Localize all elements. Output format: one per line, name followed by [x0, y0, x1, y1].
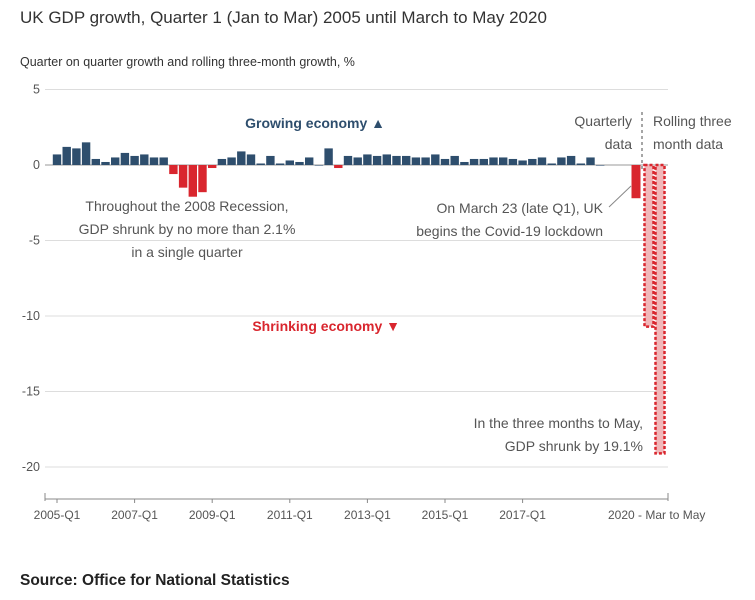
bar-quarterly [62, 146, 71, 165]
bar-quarterly [217, 158, 227, 165]
bar-quarterly [314, 165, 324, 166]
annotation-quarterly: Quarterly [574, 113, 632, 129]
bar-quarterly [382, 154, 391, 165]
x-tick-label: 2005-Q1 [34, 508, 81, 522]
x-tick-label: 2007-Q1 [111, 508, 158, 522]
bar-quarterly [372, 155, 382, 165]
bar-quarterly [178, 165, 188, 188]
bar-quarterly [469, 158, 479, 165]
bar-quarterly [537, 157, 547, 165]
bar-quarterly [596, 165, 605, 166]
x-tick-label: 2009-Q1 [189, 508, 236, 522]
bar-quarterly [334, 165, 343, 169]
bar-quarterly [392, 155, 401, 165]
annotation-growing: Growing economy ▲ [245, 115, 385, 131]
bar-quarterly [631, 165, 641, 199]
annotation-lockdown: On March 23 (late Q1), UK [436, 200, 603, 216]
bar-quarterly [518, 160, 527, 165]
bar-quarterly [101, 161, 110, 165]
bar-quarterly [52, 154, 62, 165]
bar-quarterly [237, 151, 246, 165]
bar-quarterly [285, 160, 294, 165]
annotation-rolling: month data [653, 136, 723, 152]
y-tick-label: -15 [22, 385, 40, 399]
bar-quarterly [566, 155, 576, 165]
annotation-shrinking: Shrinking economy ▼ [252, 318, 400, 334]
bar-quarterly [246, 154, 256, 165]
bar-quarterly [111, 157, 120, 165]
bar-quarterly [528, 158, 537, 165]
bar-quarterly [91, 158, 100, 165]
bar-quarterly [120, 152, 130, 165]
bar-quarterly [402, 155, 411, 165]
annotation-recession: Throughout the 2008 Recession, [85, 198, 288, 214]
chart-subtitle: Quarter on quarter growth and rolling th… [20, 55, 355, 69]
bar-quarterly [198, 165, 207, 193]
bar-quarterly [479, 158, 488, 165]
bar-quarterly [72, 148, 81, 165]
bar-quarterly [353, 157, 362, 165]
bar-quarterly [227, 157, 236, 165]
bar-quarterly [460, 161, 469, 165]
y-tick-label: 5 [33, 83, 40, 97]
bar-rolling [654, 163, 666, 455]
annotation-recession: in a single quarter [131, 244, 243, 260]
annotation-rolling: Rolling three [653, 113, 732, 129]
bar-quarterly [343, 155, 353, 165]
bar-quarterly [557, 157, 566, 165]
bar-quarterly [450, 155, 459, 165]
bar-quarterly [576, 163, 585, 165]
annotation-lockdown-pointer [608, 185, 632, 208]
annotation-lockdown: begins the Covid-19 lockdown [416, 223, 603, 239]
annotation-may: GDP shrunk by 19.1% [505, 438, 643, 454]
chart-title: UK GDP growth, Quarter 1 (Jan to Mar) 20… [20, 8, 547, 27]
x-tick-label: 2020 - Mar to May [608, 508, 705, 522]
annotation-may: In the three months to May, [474, 415, 643, 431]
bar-quarterly [159, 157, 168, 165]
bar-quarterly [305, 157, 314, 165]
bar-quarterly [169, 165, 178, 175]
bar-quarterly [440, 158, 450, 165]
bar-quarterly [275, 163, 285, 165]
y-tick-label: -5 [29, 234, 40, 248]
y-tick-label: -10 [22, 309, 40, 323]
bar-quarterly [431, 154, 440, 165]
bar-quarterly [130, 155, 139, 165]
bar-quarterly [508, 158, 518, 165]
source-note: Source: Office for National Statistics [20, 572, 290, 589]
annotation-quarterly: data [605, 136, 632, 152]
bar-quarterly [81, 142, 91, 165]
x-tick-label: 2013-Q1 [344, 508, 391, 522]
x-tick-label: 2015-Q1 [422, 508, 469, 522]
bar-quarterly [266, 155, 275, 165]
bar-quarterly [363, 154, 372, 165]
y-tick-label: -20 [22, 460, 40, 474]
bar-quarterly [547, 163, 556, 165]
annotation-recession: GDP shrunk by no more than 2.1% [79, 221, 296, 237]
bar-quarterly [295, 161, 304, 165]
bar-quarterly [208, 165, 217, 169]
bar-quarterly [140, 154, 149, 165]
bar-quarterly [188, 165, 197, 197]
x-tick-label: 2017-Q1 [499, 508, 546, 522]
bar-rolling [643, 163, 655, 328]
bar-quarterly [499, 157, 508, 165]
bar-quarterly [411, 157, 421, 165]
x-tick-label: 2011-Q1 [267, 508, 313, 522]
bar-quarterly [149, 157, 159, 165]
bar-quarterly [421, 157, 430, 165]
bar-quarterly [489, 157, 498, 165]
bar-quarterly [256, 163, 265, 165]
bar-quarterly [586, 157, 595, 165]
y-tick-label: 0 [33, 158, 40, 172]
gdp-chart: 5 0 -5 -10 -15 -20 2005-Q1 2007-Q1 2009-Q1 2011-Q… [22, 83, 732, 523]
bar-quarterly [324, 148, 333, 165]
